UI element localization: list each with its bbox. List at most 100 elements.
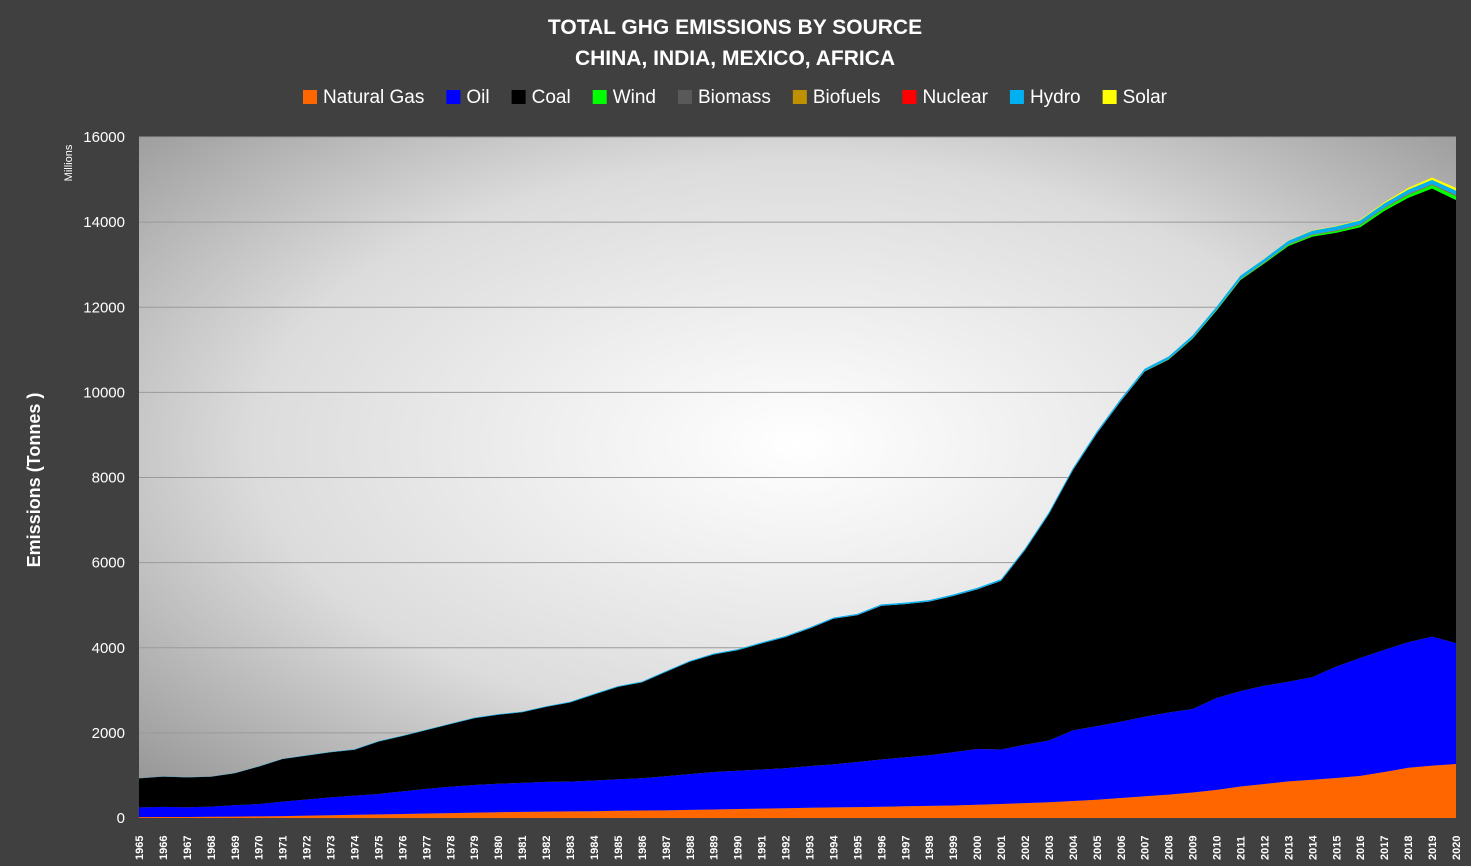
legend-item-solar: Solar — [1102, 87, 1168, 108]
legend: Natural Gas Oil Coal Wind Biomass Biofuels Nuc… — [303, 87, 1168, 108]
x-tick-label: 1985 — [613, 836, 625, 860]
y-tick-label: 12000 — [83, 299, 125, 316]
legend-label: Oil — [466, 87, 489, 108]
x-tick-label: 1969 — [230, 836, 242, 860]
x-tick-label: 1995 — [852, 836, 864, 860]
chart-subtitle: CHINA, INDIA, MEXICO, AFRICA — [575, 47, 895, 70]
x-tick-label: 1975 — [373, 836, 385, 860]
legend-swatch — [592, 90, 607, 104]
x-tick-label: 2004 — [1068, 835, 1080, 860]
x-tick-label: 1998 — [924, 836, 936, 860]
x-tick-label: 1968 — [206, 836, 218, 860]
x-tick-label: 1989 — [709, 836, 721, 860]
x-tick-label: 1980 — [493, 836, 505, 860]
legend-label: Coal — [532, 87, 571, 108]
x-tick-label: 1971 — [278, 836, 290, 860]
x-tick-label: 2015 — [1331, 836, 1343, 860]
x-axis-ticks: 1965 1966 1967 1968 1969 1970 1971 1972 1973 1974… — [134, 835, 1463, 860]
x-tick-label: 2001 — [996, 836, 1008, 860]
x-tick-label: 2000 — [972, 836, 984, 860]
y-tick-label: 8000 — [92, 470, 125, 487]
y-tick-label: 6000 — [92, 555, 125, 572]
x-tick-label: 2018 — [1403, 836, 1415, 860]
x-tick-label: 2007 — [1140, 836, 1152, 860]
legend-item-coal: Coal — [511, 87, 571, 108]
x-tick-label: 1984 — [589, 835, 601, 860]
x-tick-label: 2014 — [1307, 835, 1319, 860]
area-oil — [139, 636, 1456, 818]
x-tick-label: 2012 — [1259, 836, 1271, 860]
x-tick-label: 1972 — [302, 836, 314, 860]
x-tick-label: 1987 — [661, 836, 673, 860]
legend-item-nuclear: Nuclear — [902, 87, 989, 108]
legend-item-oil: Oil — [446, 87, 490, 108]
x-tick-label: 1979 — [469, 836, 481, 860]
x-tick-label: 2009 — [1188, 836, 1200, 860]
y-tick-label: 4000 — [92, 640, 125, 657]
legend-swatch — [792, 90, 807, 104]
series-areas — [139, 177, 1456, 818]
legend-label: Natural Gas — [323, 87, 424, 108]
legend-swatch — [902, 90, 917, 104]
legend-item-wind: Wind — [592, 87, 656, 108]
x-tick-label: 1977 — [421, 836, 433, 860]
x-tick-label: 1997 — [900, 836, 912, 860]
legend-swatch — [446, 90, 461, 104]
legend-item-biofuels: Biofuels — [792, 87, 881, 108]
x-tick-label: 1993 — [804, 836, 816, 860]
x-tick-label: 2016 — [1355, 836, 1367, 860]
y-tick-label: 14000 — [83, 214, 125, 231]
x-tick-label: 1974 — [350, 835, 362, 860]
legend-swatch — [511, 90, 526, 104]
x-tick-label: 2008 — [1164, 836, 1176, 860]
legend-label: Biomass — [698, 87, 771, 108]
y-tick-label: 10000 — [83, 384, 125, 401]
legend-swatch — [677, 90, 692, 104]
area-natural-gas — [139, 763, 1456, 818]
x-tick-label: 2013 — [1283, 836, 1295, 860]
x-tick-label: 1988 — [685, 836, 697, 860]
legend-label: Hydro — [1030, 87, 1081, 108]
legend-swatch — [303, 90, 318, 104]
legend-label: Solar — [1123, 87, 1168, 108]
legend-label: Nuclear — [922, 87, 988, 108]
x-tick-label: 1965 — [134, 836, 146, 860]
x-tick-label: 1966 — [158, 836, 170, 860]
y-tick-label: 0 — [117, 810, 125, 827]
area-coal — [139, 188, 1456, 808]
x-tick-label: 2003 — [1044, 836, 1056, 860]
legend-swatch — [1102, 90, 1117, 104]
x-tick-label: 1981 — [517, 836, 529, 860]
x-tick-label: 2002 — [1020, 836, 1032, 860]
x-tick-label: 1982 — [541, 836, 553, 860]
legend-label: Wind — [613, 87, 656, 108]
legend-swatch — [1009, 90, 1024, 104]
x-tick-label: 1973 — [326, 836, 338, 860]
x-tick-label: 2017 — [1379, 836, 1391, 860]
x-tick-label: 1990 — [733, 836, 745, 860]
y-axis-ticks: 0 2000 4000 6000 8000 10000 12000 14000 16000 — [83, 129, 125, 827]
x-tick-label: 1978 — [445, 836, 457, 860]
x-tick-label: 2010 — [1212, 836, 1224, 860]
y-axis-unit: Millions — [63, 144, 75, 181]
x-tick-label: 2006 — [1116, 836, 1128, 860]
x-tick-label: 1970 — [254, 836, 266, 860]
legend-item-natural-gas: Natural Gas — [303, 87, 424, 108]
legend-item-hydro: Hydro — [1009, 87, 1081, 108]
x-tick-label: 1967 — [182, 836, 194, 860]
y-axis-label: Emissions (Tonnes ) — [24, 393, 44, 568]
y-tick-label: 16000 — [83, 129, 125, 146]
x-tick-label: 2005 — [1092, 836, 1104, 860]
x-tick-label: 2019 — [1427, 836, 1439, 860]
x-tick-label: 1999 — [948, 836, 960, 860]
x-tick-label: 1991 — [757, 836, 769, 860]
legend-label: Biofuels — [813, 87, 881, 108]
y-tick-label: 2000 — [92, 725, 125, 742]
x-tick-label: 2020 — [1451, 836, 1463, 860]
x-tick-label: 1992 — [781, 836, 793, 860]
x-tick-label: 1983 — [565, 836, 577, 860]
x-tick-label: 1986 — [637, 836, 649, 860]
legend-item-biomass: Biomass — [677, 87, 771, 108]
